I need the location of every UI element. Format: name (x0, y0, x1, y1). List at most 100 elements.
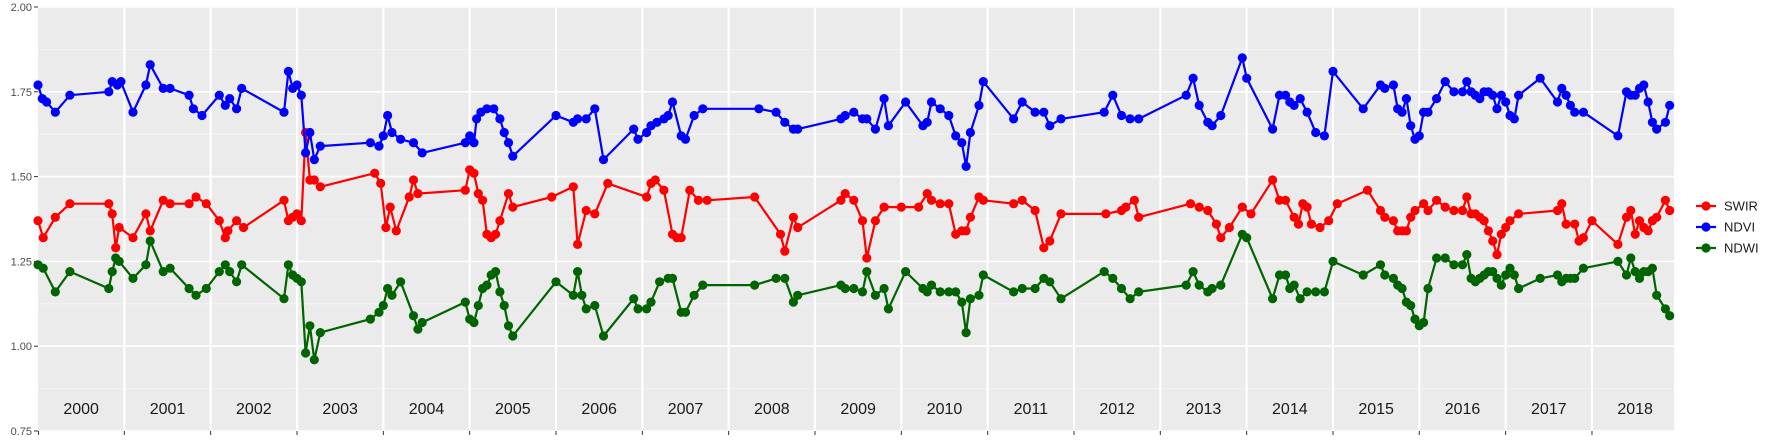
ndwi-point (305, 321, 315, 331)
ndwi-point (413, 324, 423, 334)
swir-point (775, 229, 786, 239)
ndwi-point (184, 283, 194, 294)
ndvi-point (965, 127, 976, 138)
year-label: 2007 (668, 401, 704, 418)
swir-point (1462, 192, 1472, 202)
ndvi-point (1630, 90, 1640, 100)
swir-point (370, 168, 380, 178)
ndvi-point (1125, 114, 1135, 124)
ndwi-point (598, 331, 609, 341)
ndvi-point (698, 104, 708, 114)
ndwi-point (771, 273, 781, 283)
year-label: 2017 (1531, 401, 1567, 418)
series-group (33, 53, 1675, 365)
ndwi-point (107, 267, 117, 277)
ndwi-point (1289, 280, 1299, 290)
ndwi-point (926, 280, 937, 290)
swir-point (1483, 226, 1493, 236)
ndvi-point (1475, 94, 1485, 104)
ndwi-point (1660, 304, 1670, 314)
swir-point (1306, 219, 1316, 229)
ndwi-point (508, 331, 518, 341)
swir-point (1362, 185, 1373, 195)
ndwi-point (849, 283, 859, 294)
legend-item-ndwi: NDWI (1696, 241, 1759, 256)
ndwi-point (1634, 273, 1645, 283)
ndwi-point (309, 355, 319, 365)
ndwi-point (1375, 260, 1386, 270)
swir-point (1514, 209, 1524, 219)
swir-point (1479, 216, 1489, 226)
ndvi-point (489, 104, 499, 114)
swir-point (65, 199, 75, 209)
swir-point (1401, 226, 1411, 236)
swir-point (780, 246, 790, 256)
swir-point (896, 202, 906, 212)
ndvi-point (883, 121, 894, 131)
ndvi-point (901, 97, 911, 107)
ndwi-point (1535, 273, 1545, 283)
ndvi-point (1039, 107, 1049, 117)
swir-point (1552, 205, 1563, 216)
year-label: 2018 (1617, 401, 1653, 418)
ndvi-point (1017, 97, 1027, 107)
swir-point (191, 192, 201, 202)
swir-point (914, 202, 924, 212)
ndvi-point (1578, 107, 1588, 117)
swir-point (840, 189, 850, 199)
swir-point (1660, 195, 1670, 205)
ndwi-point (1017, 283, 1027, 294)
ndvi-point (1397, 107, 1407, 117)
swir-point (1561, 219, 1571, 229)
ndvi-point (1116, 110, 1127, 121)
ndvi-point (1328, 66, 1338, 76)
ndvi-point (283, 66, 293, 76)
swir-point (1280, 195, 1291, 205)
swir-point (603, 178, 613, 188)
ndvi-point (1280, 90, 1291, 100)
ndvi-point (1570, 107, 1580, 117)
ndvi-point (305, 127, 315, 138)
ndvi-point (771, 107, 781, 117)
swir-point (573, 239, 583, 249)
swir-point (961, 226, 971, 236)
ndvi-point (145, 60, 155, 70)
swir-point (1194, 202, 1204, 212)
ndwi-point (577, 290, 587, 300)
ndvi-point (573, 114, 583, 124)
swir-point (857, 216, 868, 226)
y-tick-label: 0.75 (11, 426, 32, 438)
ndvi-point (935, 104, 945, 114)
swir-point (1578, 233, 1588, 243)
swir-point (309, 175, 319, 185)
ndwi-point (957, 297, 967, 307)
ndvi-point (1440, 77, 1450, 87)
ndwi-point (1009, 287, 1019, 297)
legend-label: NDWI (1724, 241, 1759, 256)
ndvi-point (1535, 73, 1545, 83)
ndwi-point (551, 277, 561, 287)
ndvi-point (1319, 131, 1329, 141)
swir-point (404, 192, 414, 202)
ndvi-point (482, 104, 492, 114)
swir-point (1246, 209, 1256, 219)
ndwi-point (581, 304, 591, 314)
ndvi-point (365, 138, 375, 148)
ndvi-point (840, 110, 850, 121)
ndwi-point (469, 317, 479, 328)
ndwi-point (978, 270, 988, 280)
ndwi-point (1030, 283, 1040, 294)
ndvi-point (1388, 80, 1398, 90)
year-label: 2009 (840, 401, 876, 418)
ndvi-point (957, 138, 967, 148)
ndvi-point (1496, 90, 1506, 100)
ndwi-point (158, 267, 168, 277)
ndvi-point (1565, 100, 1575, 110)
swir-point (965, 212, 976, 222)
ndwi-point (1626, 253, 1636, 263)
swir-point (1332, 199, 1342, 209)
ndvi-point (680, 134, 691, 144)
ndvi-point (1099, 107, 1109, 117)
swir-point (184, 199, 194, 209)
ndwi-point (1406, 300, 1416, 311)
